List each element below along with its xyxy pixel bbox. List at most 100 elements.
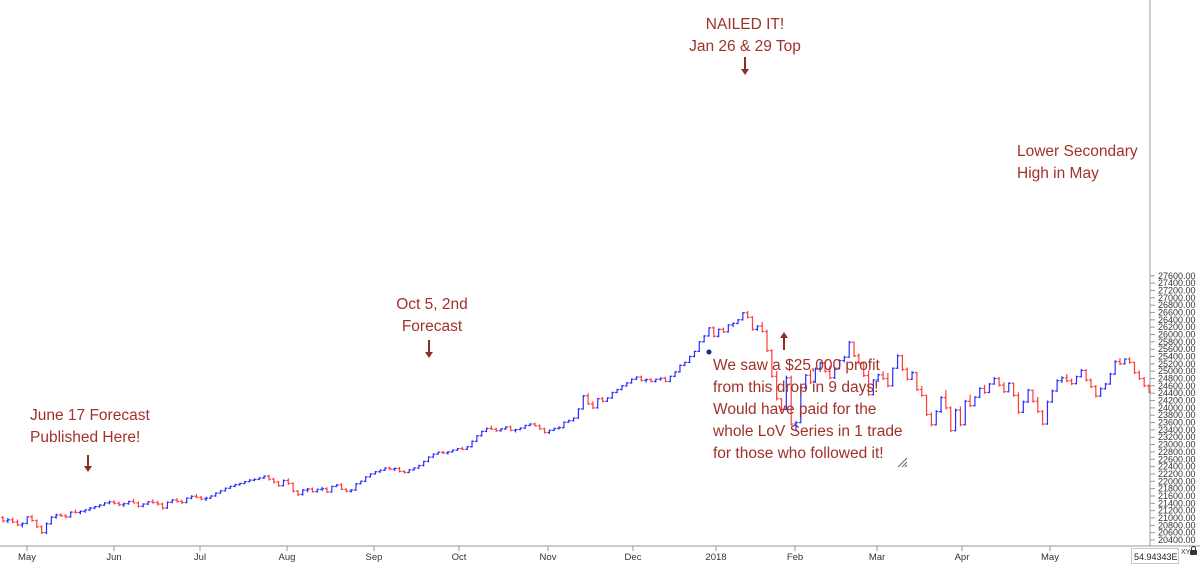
annotation-june17: June 17 Forecast Published Here! [30, 407, 150, 446]
ohlc-bar [228, 485, 233, 489]
ohlc-bar [1074, 375, 1079, 385]
ohlc-bar [532, 422, 537, 427]
annotation-top: NAILED IT! Jan 26 & 29 Top [689, 16, 801, 55]
ohlc-bar [605, 397, 610, 403]
ohlc-bar [179, 499, 184, 505]
ohlc-bar [769, 349, 774, 378]
y-tick-label: 22600.00 [1158, 454, 1196, 464]
ohlc-bar [610, 391, 615, 399]
ohlc-bar [334, 484, 339, 488]
ohlc-bar [977, 387, 982, 398]
ohlc-bar [586, 393, 591, 405]
y-tick-label: 25200.00 [1158, 359, 1196, 369]
ohlc-bar [324, 487, 329, 494]
ohlc-bar [600, 396, 605, 403]
ohlc-bar [668, 375, 673, 383]
ohlc-bar [266, 474, 271, 481]
ohlc-bar [953, 408, 958, 432]
y-tick-label: 25000.00 [1158, 366, 1196, 376]
ohlc-bar [513, 428, 518, 433]
ohlc-bar [445, 451, 450, 455]
ohlc-bar [794, 421, 799, 432]
ohlc-bar [1079, 368, 1084, 378]
xy-toggle[interactable]: XY [1181, 549, 1191, 556]
ohlc-bar [208, 495, 213, 499]
ohlc-bar [972, 396, 977, 407]
ohlc-bar [547, 429, 552, 434]
ohlc-bar [315, 488, 320, 493]
ohlc-bar [673, 371, 678, 378]
ohlc-bar [692, 350, 697, 358]
ohlc-bar [295, 490, 300, 496]
ohlc-bar [300, 488, 305, 496]
ohlc-bar [939, 396, 944, 414]
ohlc-bar [426, 456, 431, 463]
ohlc-bar [378, 469, 383, 473]
ohlc-bar [320, 486, 325, 492]
y-tick-label: 23000.00 [1158, 440, 1196, 450]
y-tick-label: 20600.00 [1158, 528, 1196, 538]
ohlc-bar [900, 354, 905, 372]
ohlc-bar [49, 516, 54, 525]
ohlc-bar [1088, 378, 1093, 389]
ohlc-bar [470, 440, 475, 448]
ohlc-bar [629, 378, 634, 384]
ohlc-bar [402, 470, 407, 474]
ohlc-bar [581, 395, 586, 410]
ohlc-bar [204, 496, 209, 502]
ohlc-bar [842, 355, 847, 363]
ohlc-bar [615, 388, 620, 394]
ohlc-bar [199, 495, 204, 501]
y-tick-label: 27000.00 [1158, 293, 1196, 303]
ohlc-bar [1, 516, 5, 523]
ohlc-bar [407, 469, 412, 474]
ohlc-bar [745, 310, 750, 319]
y-tick-label: 20400.00 [1158, 535, 1196, 545]
ohlc-bar [281, 479, 286, 487]
y-tick-label: 27600.00 [1158, 271, 1196, 281]
ohlc-bar [958, 406, 963, 427]
arrow-down-icon [84, 455, 92, 472]
ohlc-bar [866, 370, 871, 397]
anchor-dot[interactable] [706, 349, 712, 355]
annotation-profit: We saw a $25,000 profit from this drop i… [713, 357, 903, 462]
ohlc-bar [789, 375, 794, 426]
ohlc-bar [760, 322, 765, 333]
ohlc-bar [252, 478, 257, 482]
y-tick-label: 22200.00 [1158, 469, 1196, 479]
ohlc-bar [711, 326, 716, 338]
ohlc-bar [479, 430, 484, 437]
y-axis[interactable]: 20400.0020600.0020800.0021000.0021200.00… [1150, 271, 1196, 545]
y-tick-label: 24200.00 [1158, 396, 1196, 406]
ohlc-bar [808, 369, 813, 385]
y-tick-label: 21200.00 [1158, 506, 1196, 516]
arrow-down-icon [425, 340, 433, 358]
y-tick-label: 24000.00 [1158, 403, 1196, 413]
y-tick-label: 21600.00 [1158, 491, 1196, 501]
ohlc-bar [648, 378, 653, 383]
ohlc-bar [934, 410, 939, 426]
x-axis[interactable]: May Jun Jul Aug Sep Oct Nov Dec 2018 Feb Mar Apr May [18, 546, 1059, 563]
ohlc-bar [455, 447, 460, 451]
y-tick-label: 22400.00 [1158, 462, 1196, 472]
resize-handle-icon[interactable] [896, 456, 908, 468]
ohlc-bar [1040, 410, 1045, 426]
ohlc-bar [697, 341, 702, 353]
ohlc-bar [30, 514, 35, 522]
ohlc-bar [765, 329, 769, 353]
y-tick-label: 23800.00 [1158, 410, 1196, 420]
ohlc-bar [1103, 382, 1108, 390]
ohlc-bar [489, 425, 494, 430]
ohlc-bar [619, 385, 624, 391]
ohlc-bar [595, 397, 600, 409]
ohlc-bar [1006, 382, 1011, 393]
ohlc-bar [982, 384, 987, 394]
lock-icon[interactable] [1190, 546, 1197, 555]
ohlc-bar [542, 427, 547, 434]
ohlc-bar [823, 360, 828, 373]
ohlc-bar [702, 335, 707, 343]
ohlc-bar [441, 450, 446, 455]
ohlc-bar [837, 359, 842, 370]
ohlc-bar [914, 371, 919, 391]
